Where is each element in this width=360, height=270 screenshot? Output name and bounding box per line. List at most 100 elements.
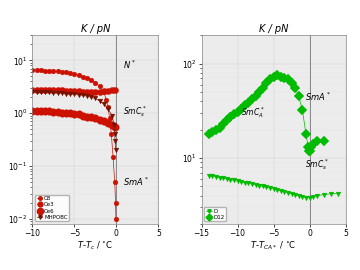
D12 (217, 126, 222, 129)
MHPOBC (72, 92, 77, 96)
D12 (228, 116, 233, 119)
D12 (261, 86, 265, 90)
Ce6 (106, 122, 110, 125)
D (329, 192, 333, 195)
Ce3 (47, 88, 51, 91)
D (297, 194, 301, 197)
Legend: C8, Ce3, Ce6, MHPOBC: C8, Ce3, Ce6, MHPOBC (35, 195, 69, 221)
C8 (39, 69, 43, 72)
C8 (113, 180, 117, 184)
Legend: D, D12: D, D12 (204, 207, 226, 221)
Ce6 (55, 110, 60, 114)
Line: C8: C8 (30, 68, 118, 221)
Ce3 (85, 90, 89, 94)
C8 (43, 69, 47, 72)
Ce6 (30, 109, 35, 113)
D (261, 185, 265, 188)
Ce3 (72, 90, 77, 93)
C8 (108, 117, 112, 120)
MHPOBC (106, 107, 110, 111)
Text: $SmA^*$: $SmA^*$ (123, 176, 149, 188)
D12 (297, 95, 301, 98)
C8 (113, 201, 118, 205)
C8 (114, 217, 118, 221)
D (311, 195, 315, 198)
D (300, 195, 305, 198)
MHPOBC (47, 90, 51, 94)
Ce6 (64, 112, 68, 115)
D12 (311, 143, 315, 146)
Title: K / pN: K / pN (259, 24, 288, 34)
D12 (307, 149, 312, 152)
Ce6 (98, 118, 102, 122)
MHPOBC (55, 92, 60, 95)
Ce6 (81, 114, 85, 117)
D (289, 192, 294, 195)
D12 (246, 102, 251, 105)
D (228, 178, 233, 181)
Ce6 (76, 113, 81, 116)
MHPOBC (60, 92, 64, 95)
D12 (309, 146, 313, 149)
Text: $SmC_A^*$: $SmC_A^*$ (241, 105, 265, 120)
D (282, 190, 287, 193)
Ce6 (47, 109, 51, 113)
Ce6 (93, 117, 98, 120)
D12 (271, 75, 276, 79)
Line: Ce3: Ce3 (29, 86, 118, 95)
Ce6 (43, 109, 47, 113)
MHPOBC (76, 93, 81, 97)
D (207, 174, 211, 177)
C8 (47, 69, 51, 72)
C8 (89, 79, 93, 82)
D12 (243, 104, 247, 107)
D (250, 183, 254, 186)
C8 (30, 69, 35, 72)
MHPOBC (93, 97, 98, 100)
D12 (239, 107, 243, 111)
MHPOBC (98, 99, 102, 103)
C8 (111, 155, 115, 158)
D (253, 183, 258, 187)
C8 (98, 85, 102, 88)
D12 (257, 90, 261, 94)
D (322, 193, 326, 196)
D12 (214, 128, 218, 131)
MHPOBC (112, 123, 116, 127)
Ce6 (68, 112, 72, 115)
D (243, 181, 247, 184)
Ce3 (81, 90, 85, 94)
D (214, 176, 218, 179)
D12 (232, 113, 236, 116)
Line: D12: D12 (205, 72, 328, 154)
Ce3 (51, 89, 55, 92)
MHPOBC (43, 90, 47, 94)
C8 (35, 68, 39, 72)
Ce3 (60, 89, 64, 92)
Ce3 (102, 90, 106, 93)
C8 (76, 74, 81, 77)
Ce6 (60, 112, 64, 115)
D (307, 196, 312, 199)
Ce3 (76, 90, 81, 93)
Ce3 (68, 90, 72, 93)
Ce6 (51, 110, 55, 114)
D (232, 179, 236, 182)
D12 (307, 149, 311, 152)
C8 (64, 71, 68, 74)
D (336, 192, 341, 195)
D (217, 176, 222, 179)
D (275, 188, 279, 191)
Ce3 (30, 89, 35, 92)
MHPOBC (85, 94, 89, 98)
Ce6 (110, 123, 114, 127)
D12 (315, 140, 319, 143)
D (246, 182, 251, 185)
Ce3 (55, 89, 60, 92)
Ce3 (110, 89, 114, 92)
D12 (293, 86, 297, 90)
C8 (85, 76, 89, 80)
Ce6 (89, 115, 93, 119)
MHPOBC (81, 93, 85, 97)
MHPOBC (51, 92, 55, 95)
